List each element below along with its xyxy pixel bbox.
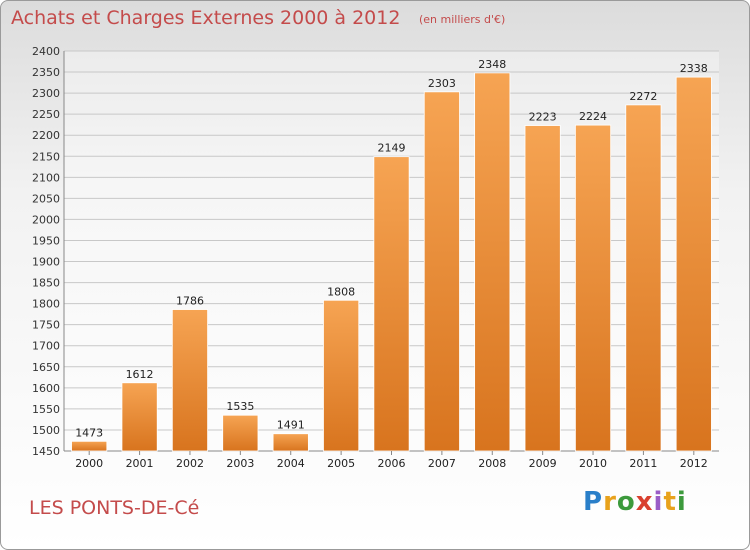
bar-2000 bbox=[71, 440, 108, 452]
bar-value-label: 1535 bbox=[226, 400, 254, 413]
chart-subtitle: (en milliers d'€) bbox=[419, 13, 506, 26]
y-tick-label: 2050 bbox=[32, 192, 60, 205]
x-tick-label: 2004 bbox=[277, 457, 305, 470]
bar-value-label: 2338 bbox=[680, 62, 708, 75]
bar-value-label: 2272 bbox=[629, 90, 657, 103]
y-tick-label: 2400 bbox=[32, 45, 60, 58]
y-tick-label: 1900 bbox=[32, 256, 60, 269]
bar-value-label: 2149 bbox=[378, 142, 406, 155]
x-tick-label: 2002 bbox=[176, 457, 204, 470]
y-tick-label: 2350 bbox=[32, 66, 60, 79]
y-tick-label: 1650 bbox=[32, 361, 60, 374]
bar-value-label: 1612 bbox=[126, 368, 154, 381]
y-tick-label: 1750 bbox=[32, 319, 60, 332]
y-tick-label: 1500 bbox=[32, 424, 60, 437]
x-tick-label: 2000 bbox=[75, 457, 103, 470]
y-tick-label: 1700 bbox=[32, 340, 60, 353]
y-tick-label: 1800 bbox=[32, 298, 60, 311]
bar-2001 bbox=[121, 382, 158, 452]
bar-2008 bbox=[474, 72, 511, 452]
bar-2009 bbox=[524, 125, 561, 452]
x-tick-label: 2008 bbox=[478, 457, 506, 470]
y-tick-label: 1450 bbox=[32, 445, 60, 458]
x-tick-label: 2003 bbox=[226, 457, 254, 470]
bar-2005 bbox=[323, 299, 360, 452]
bar-2006 bbox=[373, 156, 410, 452]
bar-2002 bbox=[171, 309, 208, 452]
y-tick-label: 2150 bbox=[32, 150, 60, 163]
x-tick-label: 2011 bbox=[629, 457, 657, 470]
x-tick-label: 2009 bbox=[529, 457, 557, 470]
city-name: LES PONTS-DE-Cé bbox=[29, 497, 200, 519]
y-tick-label: 2200 bbox=[32, 129, 60, 142]
x-tick-label: 2001 bbox=[126, 457, 154, 470]
bar-2012 bbox=[675, 76, 712, 452]
bar-value-label: 1786 bbox=[176, 295, 204, 308]
x-tick-label: 2012 bbox=[680, 457, 708, 470]
bar-value-label: 2303 bbox=[428, 77, 456, 90]
bar-2007 bbox=[423, 91, 460, 452]
y-tick-label: 2250 bbox=[32, 108, 60, 121]
y-tick-label: 1850 bbox=[32, 277, 60, 290]
x-tick-label: 2007 bbox=[428, 457, 456, 470]
bar-value-label: 1808 bbox=[327, 285, 355, 298]
y-tick-label: 2000 bbox=[32, 213, 60, 226]
bar-value-label: 2224 bbox=[579, 110, 607, 123]
x-tick-label: 2005 bbox=[327, 457, 355, 470]
y-tick-label: 2300 bbox=[32, 87, 60, 100]
y-tick-label: 1550 bbox=[32, 403, 60, 416]
bar-2004 bbox=[272, 433, 309, 452]
bar-value-label: 2223 bbox=[529, 111, 557, 124]
y-tick-label: 2100 bbox=[32, 171, 60, 184]
bar-2003 bbox=[222, 414, 259, 452]
x-tick-label: 2006 bbox=[378, 457, 406, 470]
bar-2011 bbox=[625, 104, 662, 452]
bar-2010 bbox=[575, 124, 612, 452]
chart-title: Achats et Charges Externes 2000 à 2012 bbox=[11, 7, 401, 29]
y-tick-label: 1600 bbox=[32, 382, 60, 395]
x-tick-label: 2010 bbox=[579, 457, 607, 470]
y-tick-label: 1950 bbox=[32, 234, 60, 247]
proxiti-logo[interactable]: Proxiti bbox=[583, 487, 687, 517]
bar-value-label: 1491 bbox=[277, 419, 305, 432]
bar-value-label: 1473 bbox=[75, 426, 103, 439]
bar-value-label: 2348 bbox=[478, 58, 506, 71]
